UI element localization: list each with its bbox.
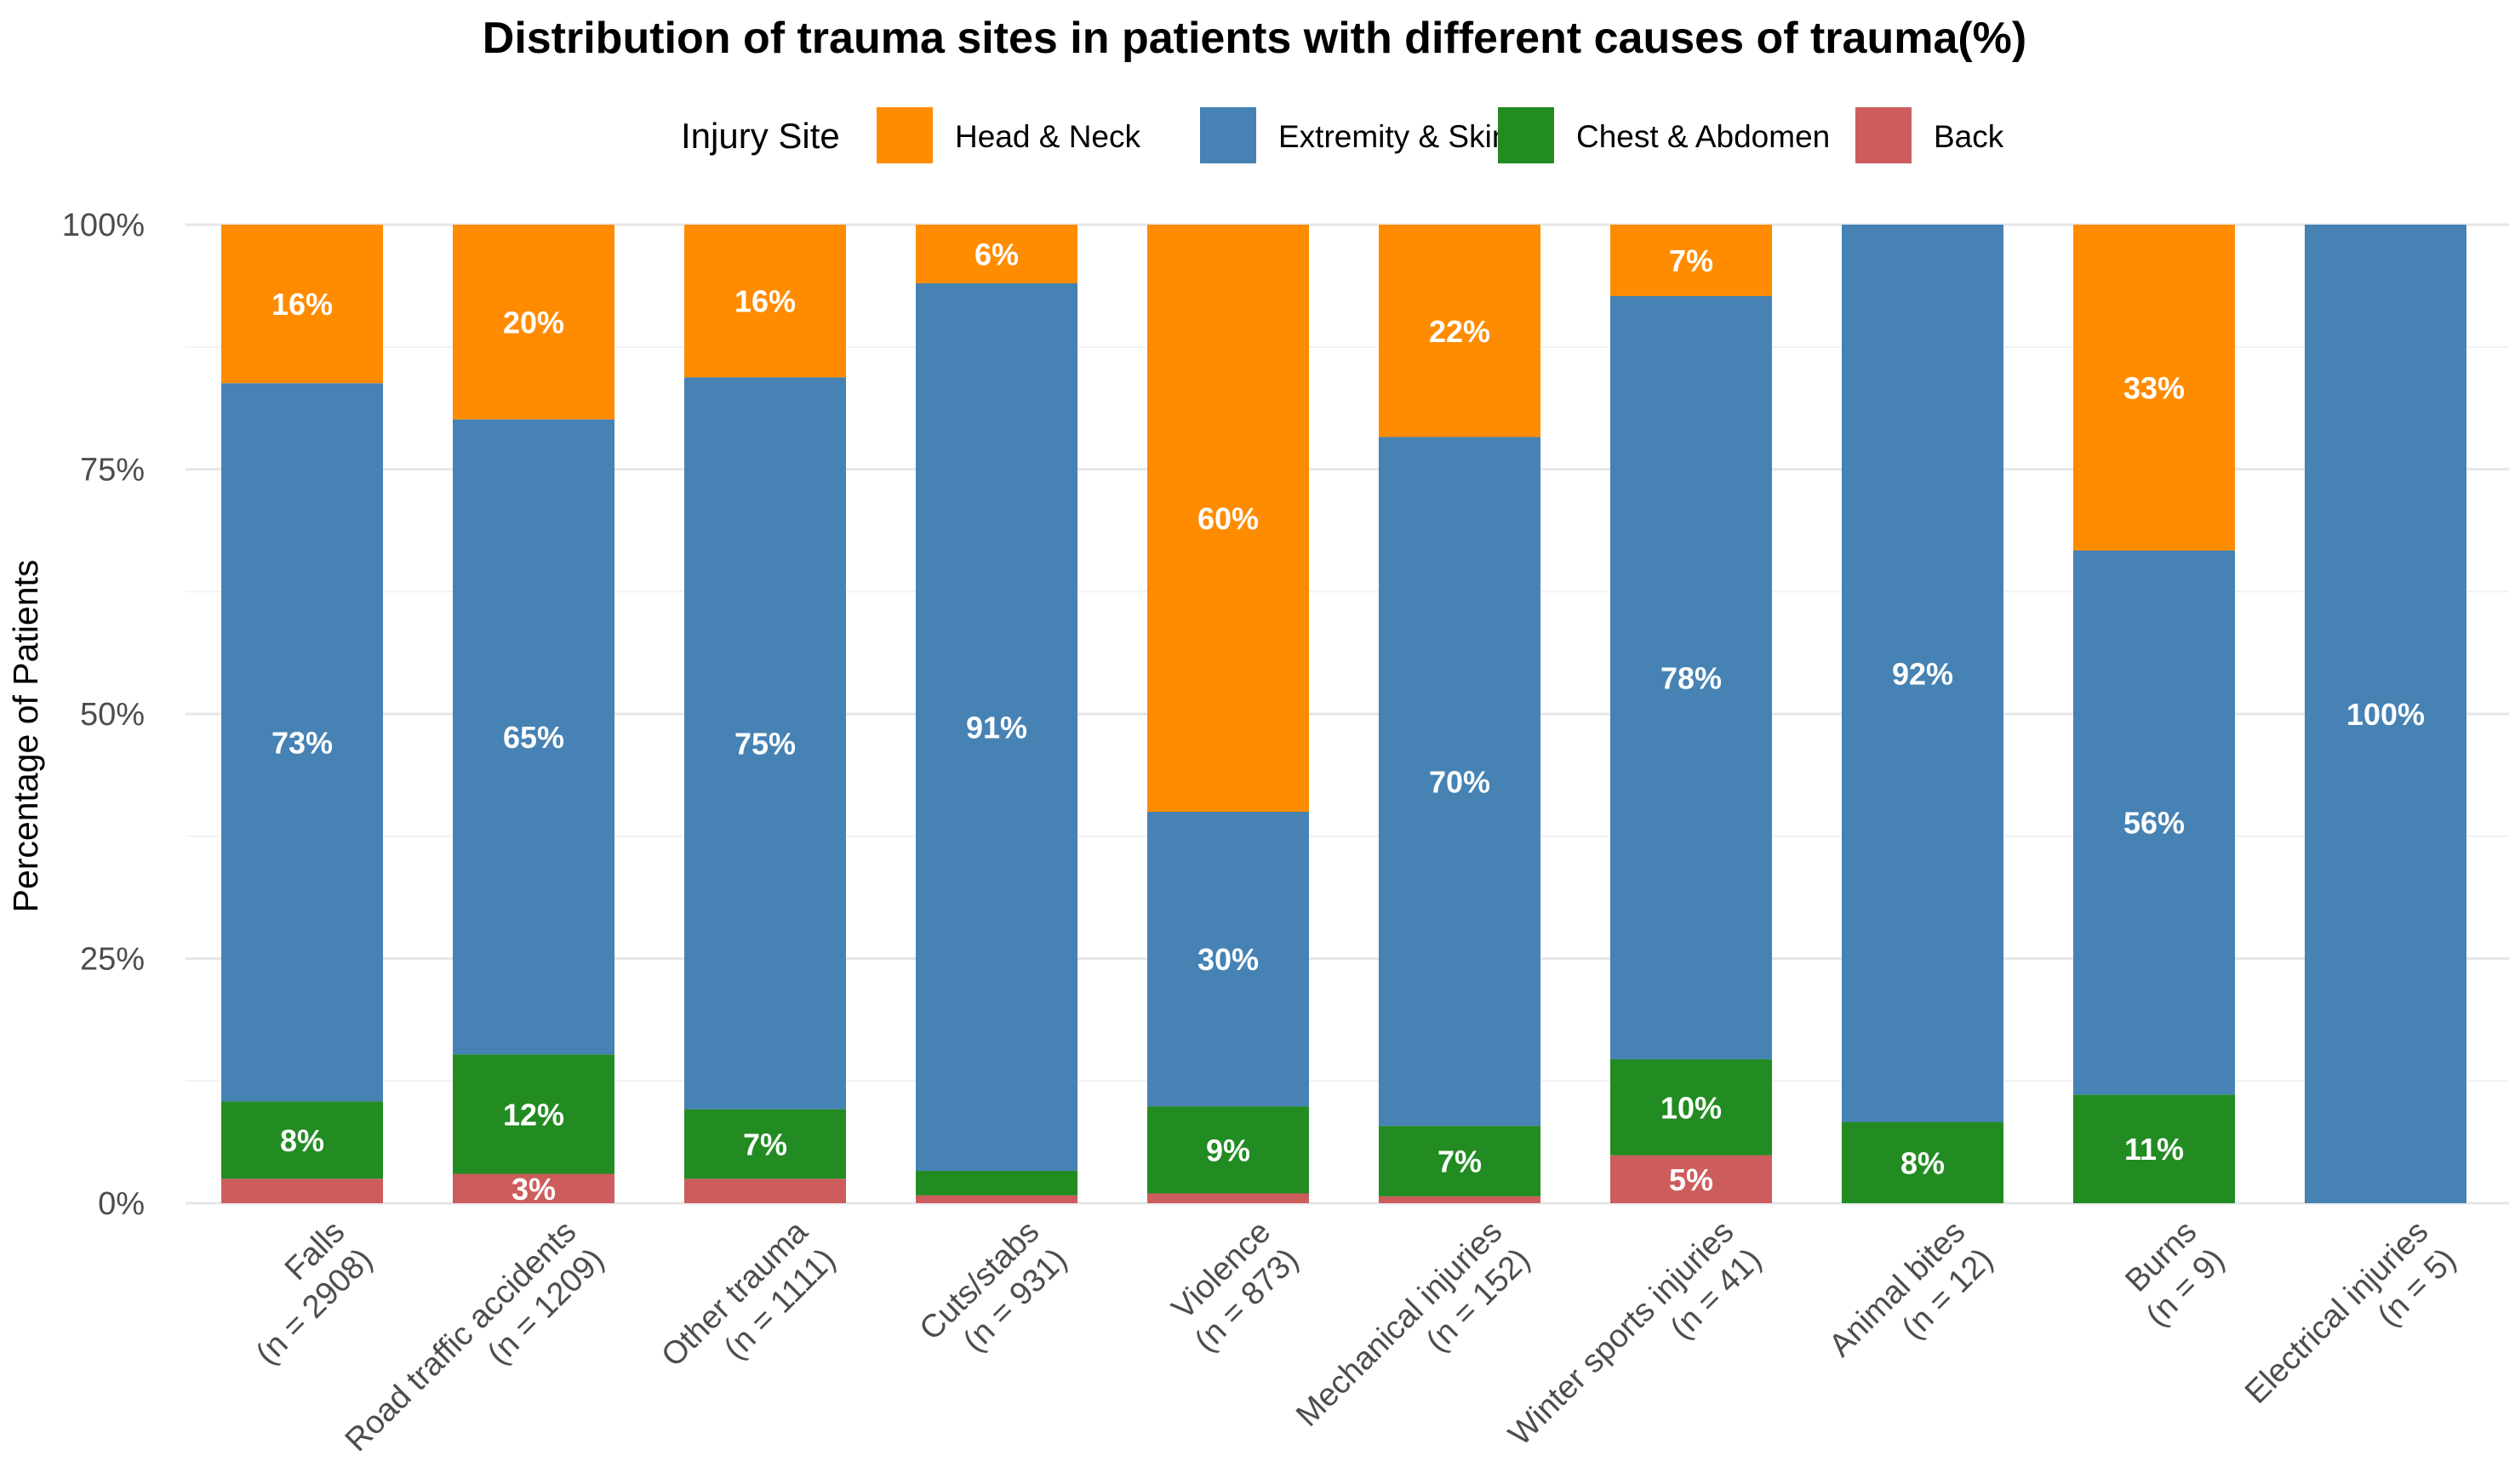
- data-label: 9%: [1206, 1133, 1250, 1167]
- category-name: Road traffic accidents: [339, 1214, 584, 1459]
- bars: [221, 225, 2466, 1203]
- bar-segment: [2073, 1094, 2235, 1203]
- data-label: 8%: [1900, 1145, 1945, 1180]
- bar-segment: [1379, 1126, 1540, 1196]
- bar-segment: [2073, 225, 2235, 551]
- bar-segment: [684, 225, 846, 378]
- legend-swatch: [877, 107, 933, 163]
- category-name: Winter sports injuries: [1502, 1214, 1741, 1453]
- bar-segment: [2073, 550, 2235, 1095]
- legend-swatch: [1200, 107, 1256, 163]
- bar-segment: [1842, 1122, 2003, 1203]
- bar-segment: [684, 1179, 846, 1203]
- data-label: 33%: [2123, 370, 2185, 405]
- legend-label: Back: [1934, 119, 2004, 154]
- data-label: 16%: [271, 287, 333, 322]
- x-tick-label: Other trauma(n = 1111): [654, 1213, 843, 1374]
- data-label: 12%: [503, 1097, 564, 1132]
- legend-label: Head & Neck: [955, 119, 1140, 154]
- x-tick-label: Falls(n = 2908): [249, 1214, 380, 1372]
- data-label: 78%: [1660, 660, 1722, 695]
- data-label: 75%: [734, 727, 796, 762]
- x-tick-label: Animal bites(n = 12): [1822, 1214, 2000, 1364]
- data-label: 3%: [512, 1172, 556, 1207]
- y-tick-label: 100%: [62, 208, 145, 243]
- x-tick-label: Winter sports injuries(n = 41): [1502, 1214, 1769, 1453]
- bar-segment: [916, 283, 1077, 1172]
- bar-segment: [916, 225, 1077, 283]
- legend-title: Injury Site: [681, 116, 840, 156]
- x-tick-label: Violence(n = 873): [1165, 1214, 1306, 1360]
- data-label: 10%: [1660, 1090, 1722, 1125]
- x-tick-label: Electrical injuries(n = 5): [2238, 1214, 2463, 1411]
- bar-segment: [453, 419, 614, 1055]
- x-tick-label: Road traffic accidents(n = 1209): [339, 1214, 611, 1459]
- bar-segment: [1147, 1106, 1309, 1194]
- data-label: 16%: [734, 284, 796, 319]
- legend: Injury Site Head & Neck Extremity & Skin Ch…: [681, 107, 2004, 163]
- bar-segment: [1147, 1193, 1309, 1203]
- x-tick-label: Mechanical injuries(n = 152): [1289, 1214, 1537, 1434]
- bar-segment: [1610, 1059, 1772, 1156]
- legend-label: Extremity & Skin: [1278, 119, 1509, 154]
- y-tick-label: 25%: [80, 942, 145, 978]
- data-label: 65%: [503, 720, 564, 755]
- bar-segment: [1379, 437, 1540, 1127]
- data-label: 7%: [1669, 243, 1713, 278]
- y-tick-label: 75%: [80, 453, 145, 488]
- x-tick-label: Cuts/stabs(n = 931): [913, 1214, 1074, 1360]
- data-labels: 3% 5% 8% 12% 7% 9% 7% 10% 8% 11% 73% 65% 75% 91% 30% 70…: [271, 237, 2425, 1207]
- data-label: 70%: [1429, 764, 1490, 799]
- bar-segment: [684, 377, 846, 1110]
- data-label: 5%: [1669, 1162, 1713, 1197]
- bar-segment: [453, 225, 614, 420]
- data-label: 92%: [1892, 656, 1953, 691]
- bar-segment: [453, 1173, 614, 1203]
- data-label: 6%: [974, 237, 1019, 272]
- chart-title: Distribution of trauma sites in patients…: [483, 14, 2026, 63]
- bar-segment: [1379, 225, 1540, 437]
- bar-segment: [1379, 1196, 1540, 1203]
- bar-segment: [453, 1054, 614, 1174]
- bar-segment: [221, 383, 383, 1102]
- data-label: 100%: [2346, 697, 2425, 732]
- data-label: 22%: [1429, 314, 1490, 349]
- y-axis-title: Percentage of Patients: [6, 560, 45, 913]
- bar-segment: [916, 1195, 1077, 1203]
- data-label: 73%: [271, 725, 333, 760]
- bar-segment: [221, 225, 383, 384]
- bar-segment: [221, 1179, 383, 1203]
- bar-segment: [221, 1101, 383, 1179]
- bar-segment: [916, 1171, 1077, 1196]
- data-label: 7%: [743, 1127, 787, 1162]
- bar-segment: [1147, 812, 1309, 1107]
- data-label: 30%: [1197, 942, 1259, 977]
- legend-label: Chest & Abdomen: [1576, 119, 1830, 154]
- data-label: 91%: [966, 711, 1027, 745]
- bar-segment: [1842, 225, 2003, 1122]
- bar-segment: [1610, 225, 1772, 296]
- bar-segment: [1610, 295, 1772, 1059]
- x-tick-label: Burns(n = 9): [2118, 1214, 2231, 1334]
- data-label: 11%: [2124, 1132, 2184, 1167]
- bar-segment: [2305, 225, 2466, 1203]
- data-label: 56%: [2123, 806, 2185, 841]
- y-axis: 0% 25% 50% 75% 100%: [62, 208, 145, 1222]
- y-tick-label: 50%: [80, 697, 145, 733]
- data-label: 20%: [503, 305, 564, 340]
- legend-swatch: [1855, 107, 1912, 163]
- bar-segment: [1610, 1155, 1772, 1203]
- bar-segment: [684, 1109, 846, 1179]
- x-axis: Falls(n = 2908)Road traffic accidents(n …: [249, 1213, 2463, 1459]
- data-label: 7%: [1437, 1144, 1482, 1179]
- bar-segment: [1147, 225, 1309, 812]
- y-tick-label: 0%: [98, 1186, 145, 1222]
- legend-swatch: [1498, 107, 1554, 163]
- data-label: 8%: [280, 1123, 324, 1158]
- data-label: 60%: [1197, 501, 1259, 536]
